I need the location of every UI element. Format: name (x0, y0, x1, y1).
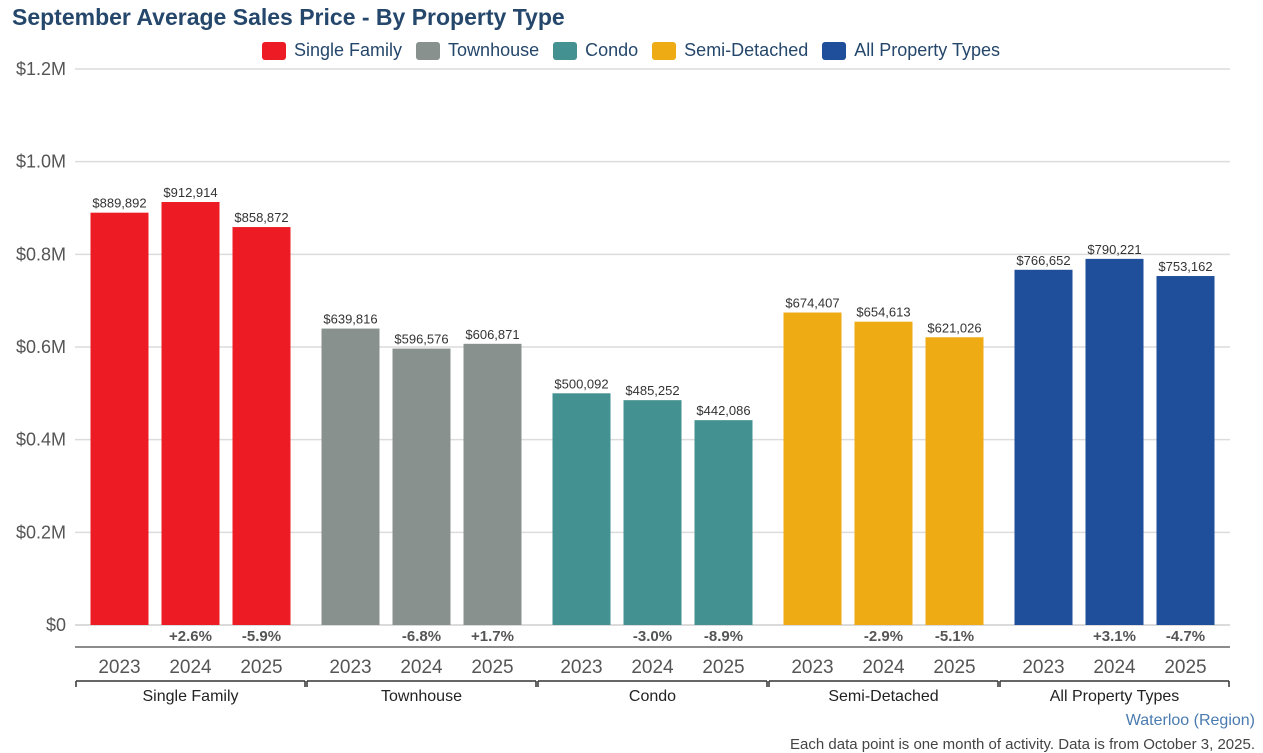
x-tick-label: 2023 (1022, 657, 1064, 678)
legend-swatch (822, 41, 847, 60)
bar (783, 312, 842, 625)
legend-item-condo[interactable]: Condo (553, 40, 638, 61)
bar-value-label: $654,613 (856, 305, 910, 320)
y-tick-label: $0 (46, 615, 66, 635)
bar (694, 420, 753, 625)
bar-value-label: $606,871 (465, 327, 519, 342)
bar-value-label: $621,026 (927, 320, 981, 335)
legend-label: Single Family (294, 40, 403, 60)
group-bracket (768, 680, 999, 687)
y-tick-label: $1.2M (16, 59, 66, 79)
bar (321, 328, 380, 625)
legend-label: Condo (585, 40, 639, 60)
bar-change-label: -3.0% (633, 628, 672, 645)
bar-value-label: $485,252 (625, 383, 679, 398)
y-tick-label: $0.4M (16, 430, 66, 450)
x-tick-label: 2025 (702, 657, 744, 678)
bar-value-label: $753,162 (1158, 259, 1212, 274)
x-tick-label: 2023 (98, 657, 140, 678)
legend-item-all-property-types[interactable]: All Property Types (822, 40, 1000, 61)
x-tick-label: 2024 (1093, 657, 1136, 678)
bar (1014, 269, 1073, 625)
bar (925, 337, 984, 625)
x-tick-label: 2025 (240, 657, 282, 678)
bar-value-label: $442,086 (696, 403, 750, 418)
legend: Single Family Townhouse Condo Semi-Detac… (262, 40, 1014, 61)
bar (90, 212, 149, 625)
x-tick-label: 2024 (631, 657, 674, 678)
bar-change-label: +3.1% (1093, 628, 1136, 645)
legend-label: Townhouse (448, 40, 540, 60)
x-tick-label: 2024 (400, 657, 443, 678)
group-bracket (75, 680, 306, 687)
legend-swatch (262, 41, 286, 60)
bar (1085, 258, 1144, 625)
bar-change-label: -6.8% (402, 628, 441, 645)
group-label: Semi-Detached (828, 688, 938, 705)
bar (854, 321, 913, 625)
y-tick-label: $0.8M (16, 244, 66, 264)
group-bracket (999, 680, 1230, 687)
footnote: Each data point is one month of activity… (790, 736, 1255, 753)
group-label: Condo (629, 688, 676, 705)
y-tick-label: $1.0M (16, 152, 66, 172)
legend-item-semi-detached[interactable]: Semi-Detached (652, 40, 808, 61)
x-tick-label: 2023 (329, 657, 371, 678)
bar-change-label: -8.9% (704, 628, 743, 645)
bar-change-label: -5.9% (242, 628, 281, 645)
group-label: All Property Types (1050, 688, 1180, 705)
bar-value-label: $790,221 (1087, 242, 1141, 257)
legend-label: All Property Types (854, 40, 1000, 60)
bar (552, 393, 611, 625)
x-tick-label: 2023 (560, 657, 602, 678)
bar-value-label: $500,092 (554, 376, 608, 391)
bar-value-label: $639,816 (323, 312, 377, 327)
y-tick-label: $0.6M (16, 337, 66, 357)
legend-item-townhouse[interactable]: Townhouse (416, 40, 539, 61)
bar-change-label: -5.1% (935, 628, 974, 645)
bar (623, 400, 682, 625)
bar-change-label: +1.7% (471, 628, 514, 645)
bar-change-label: -4.7% (1166, 628, 1205, 645)
x-tick-label: 2025 (471, 657, 513, 678)
legend-swatch (553, 41, 578, 60)
bar (161, 202, 220, 625)
bar-change-label: +2.6% (169, 628, 212, 645)
x-tick-label: 2024 (169, 657, 212, 678)
group-bracket (306, 680, 537, 687)
bar-value-label: $674,407 (785, 296, 839, 311)
bar-value-label: $889,892 (92, 196, 146, 211)
bar (232, 227, 291, 625)
bar-value-label: $596,576 (394, 332, 448, 347)
bar-value-label: $858,872 (234, 210, 288, 225)
bar (1156, 276, 1215, 625)
legend-swatch (416, 41, 441, 60)
x-tick-label: 2024 (862, 657, 905, 678)
legend-swatch (652, 41, 677, 60)
bar (463, 343, 522, 625)
x-tick-label: 2025 (933, 657, 975, 678)
group-label: Townhouse (381, 688, 462, 705)
y-tick-label: $0.2M (16, 522, 66, 542)
bar-value-label: $912,914 (163, 185, 217, 200)
chart-title: September Average Sales Price - By Prope… (12, 4, 565, 30)
bar (392, 348, 451, 625)
bar-value-label: $766,652 (1016, 253, 1070, 268)
x-tick-label: 2025 (1164, 657, 1206, 678)
legend-item-single-family[interactable]: Single Family (262, 40, 402, 61)
x-tick-label: 2023 (791, 657, 833, 678)
source-label[interactable]: Waterloo (Region) (1125, 712, 1255, 729)
legend-label: Semi-Detached (684, 40, 809, 60)
bar-change-label: -2.9% (864, 628, 903, 645)
group-bracket (537, 680, 768, 687)
group-label: Single Family (142, 688, 238, 705)
